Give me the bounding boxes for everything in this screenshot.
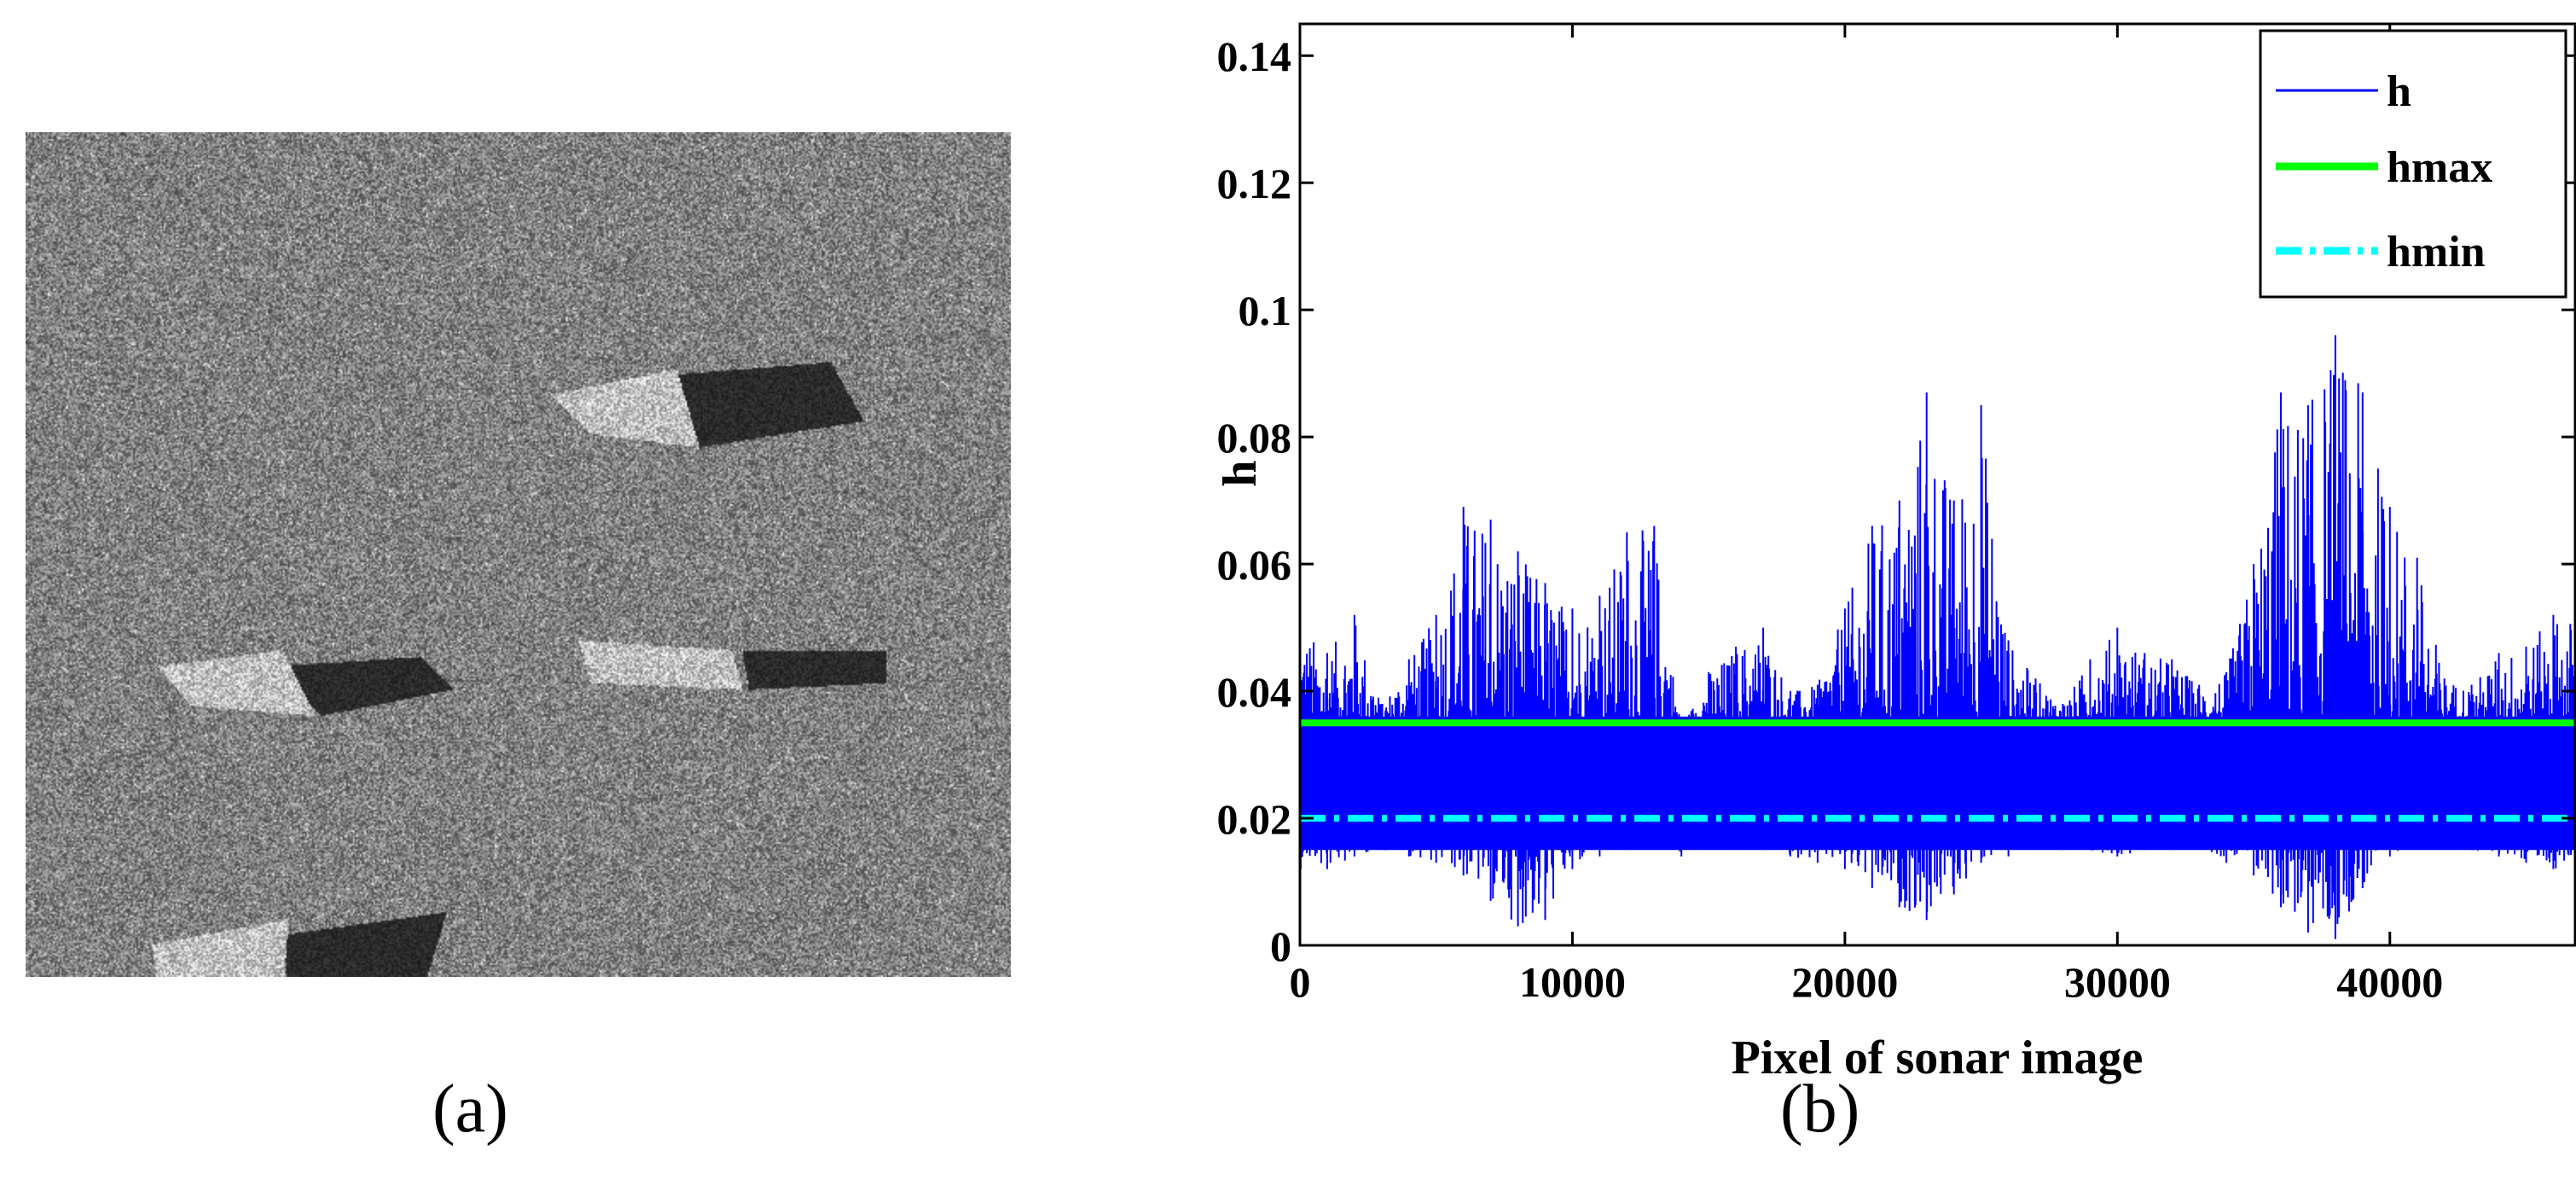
y-tick-label: 0.1 bbox=[1239, 287, 1292, 334]
x-axis-ticks: 0 10000 20000 30000 40000 bbox=[1290, 24, 2443, 1006]
legend: h hmax hmin bbox=[2259, 29, 2567, 299]
y-tick-label: 0.08 bbox=[1217, 414, 1292, 462]
caption-a: (a) bbox=[432, 1072, 508, 1147]
legend-label-h: h bbox=[2387, 67, 2411, 116]
y-axis-ticks: 0 0.02 0.04 0.06 0.08 0.1 0.12 0.14 bbox=[1217, 32, 2575, 970]
legend-label-hmax: hmax bbox=[2387, 143, 2492, 192]
legend-label-hmin: hmin bbox=[2387, 228, 2486, 276]
plot-frame bbox=[1298, 22, 2576, 947]
sonar-image bbox=[26, 132, 1011, 977]
x-tick-label: 10000 bbox=[1519, 958, 1626, 1006]
y-tick-label: 0.02 bbox=[1217, 795, 1292, 843]
y-tick-label: 0.06 bbox=[1217, 541, 1292, 589]
y-tick-label: 0.04 bbox=[1217, 668, 1292, 716]
caption-b: (b) bbox=[1780, 1072, 1860, 1147]
y-tick-label: 0 bbox=[1270, 922, 1291, 970]
y-tick-label: 0.14 bbox=[1217, 32, 1292, 80]
sonar-image-canvas bbox=[26, 132, 1011, 977]
x-tick-label: 20000 bbox=[1791, 958, 1898, 1006]
h-chart: 0 10000 20000 30000 40000 00.020.040.060.080… bbox=[1214, 22, 2576, 1084]
x-tick-label: 30000 bbox=[2064, 958, 2171, 1006]
y-axis-label: h bbox=[1214, 460, 1267, 486]
x-tick-label: 40000 bbox=[2336, 958, 2443, 1006]
y-tick-label: 0.12 bbox=[1217, 160, 1292, 207]
x-tick-label: 0 bbox=[1290, 958, 1311, 1006]
x-axis-label: Pixel of sonar image bbox=[1732, 1032, 2144, 1084]
chart-marks bbox=[1299, 335, 2576, 939]
